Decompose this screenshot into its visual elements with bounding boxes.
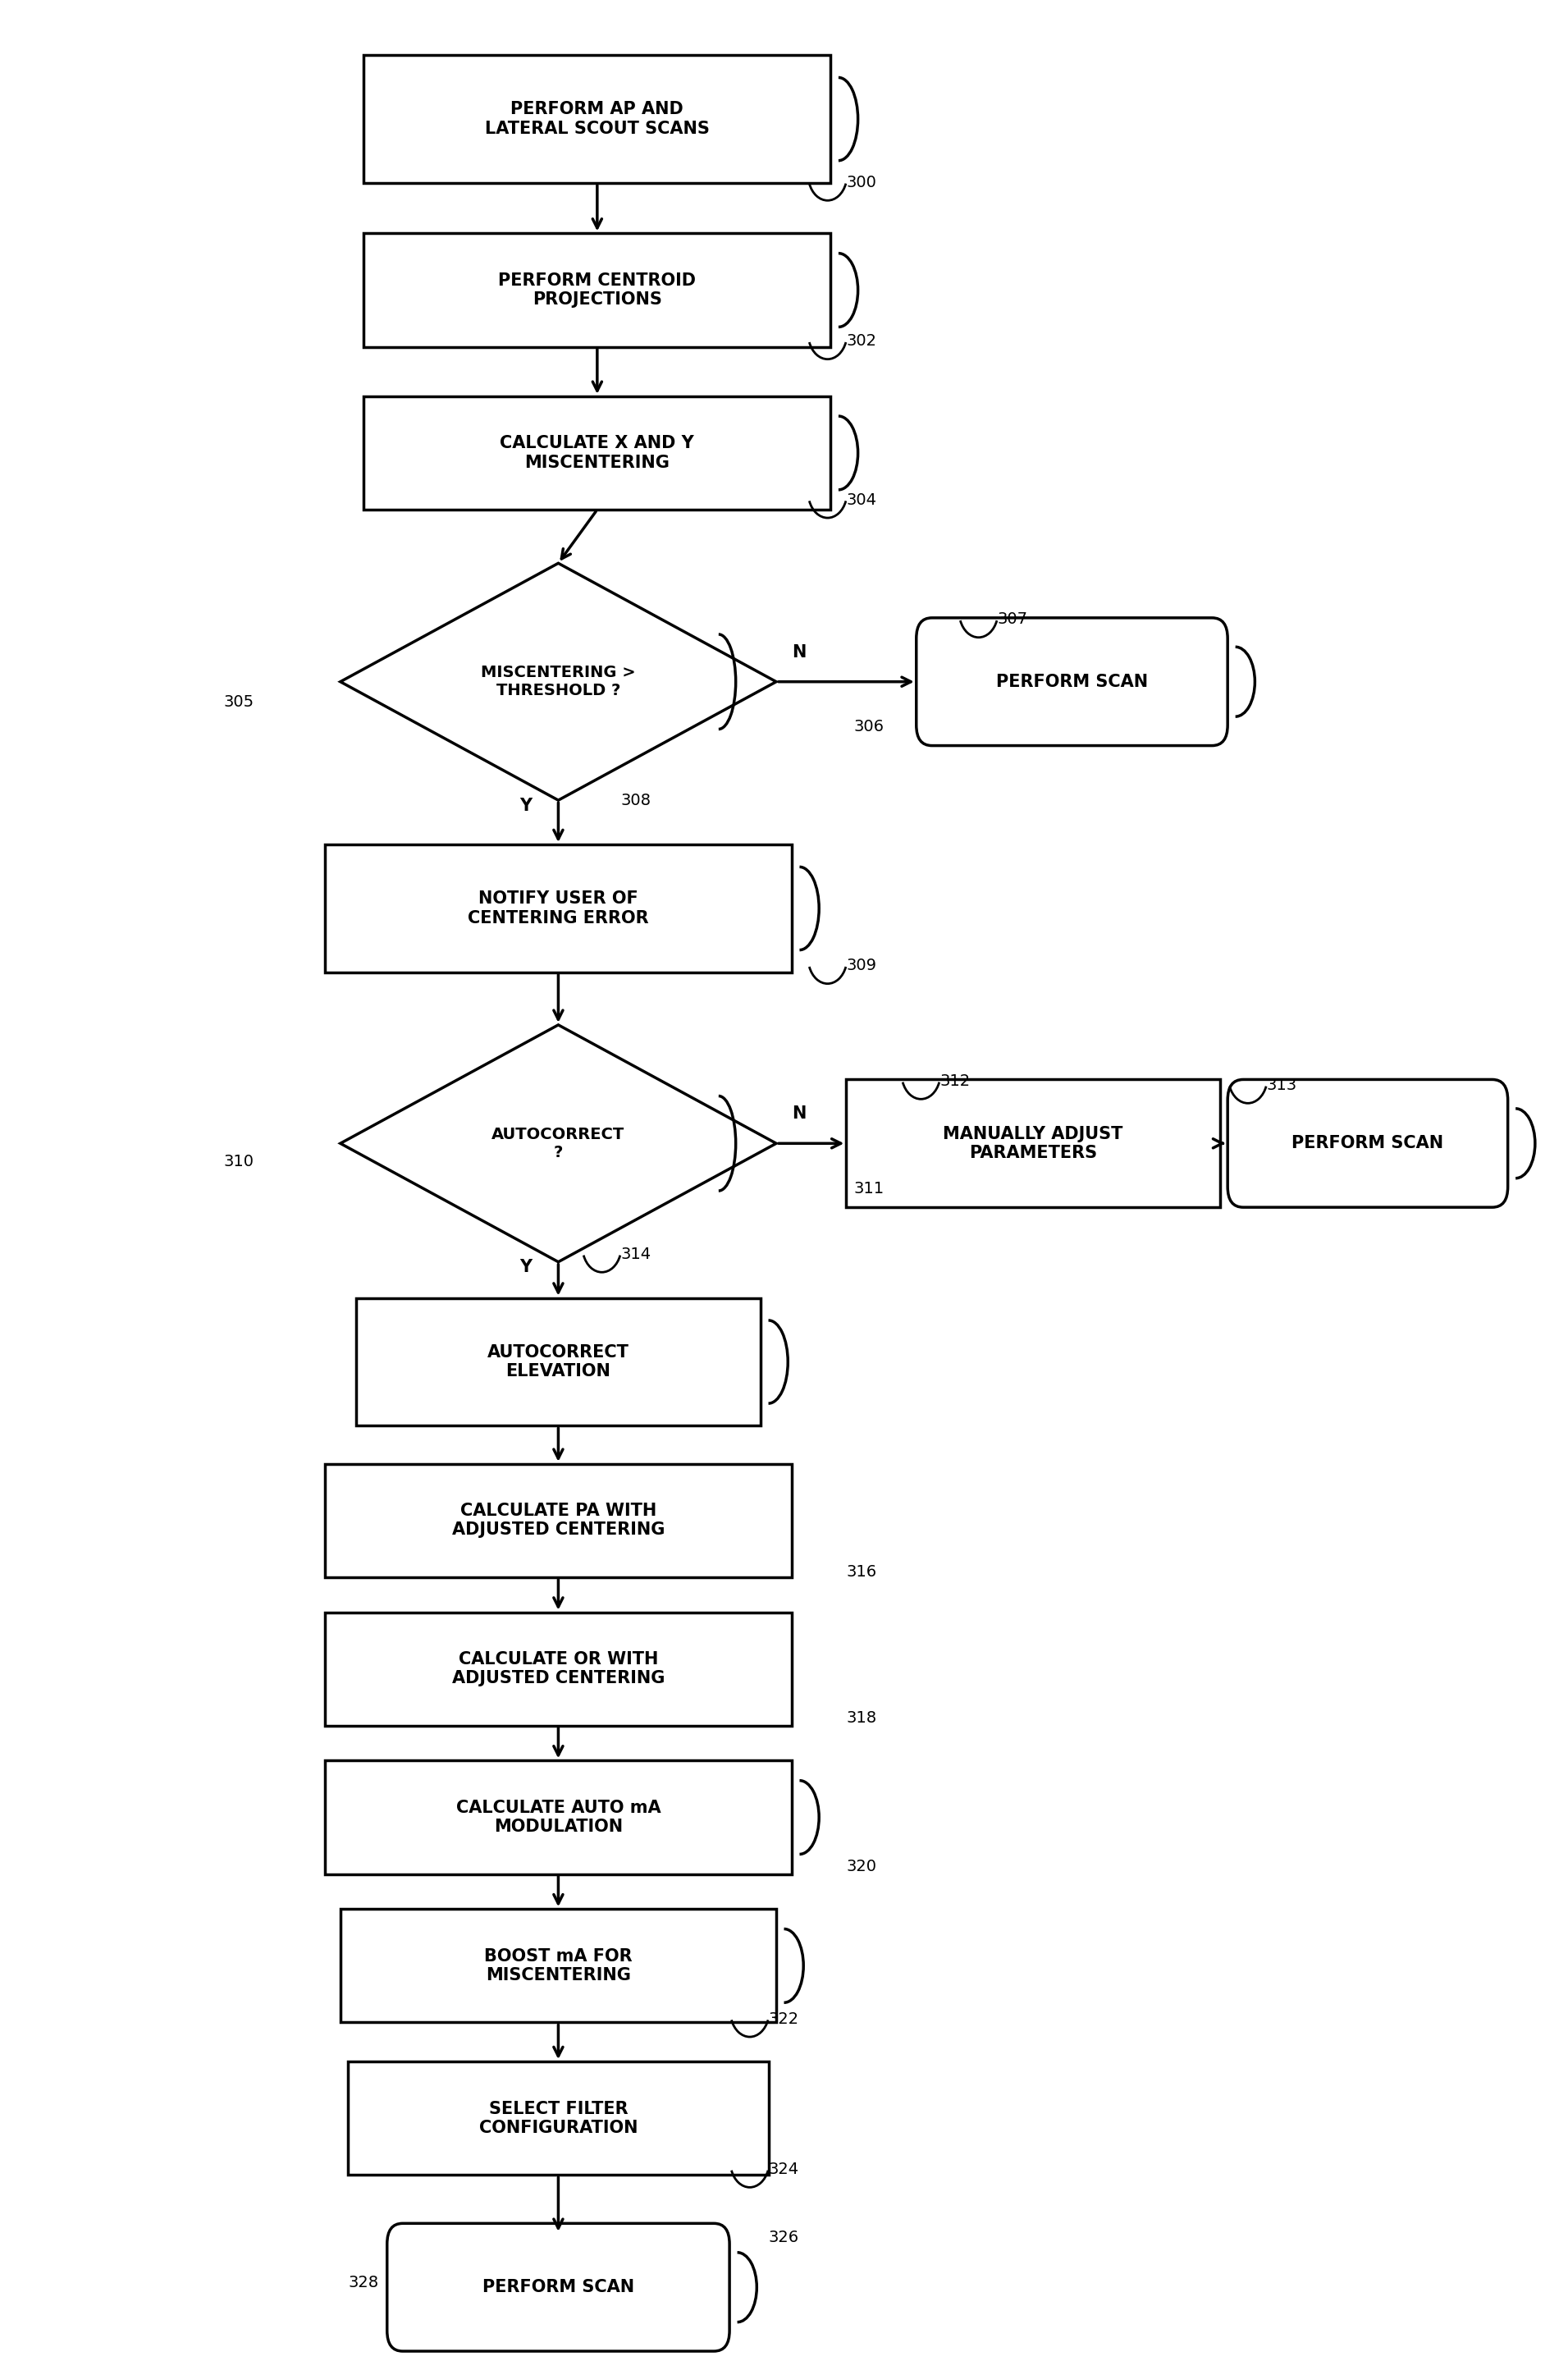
Text: 312: 312 (939, 1074, 971, 1088)
Polygon shape (340, 564, 776, 800)
Text: 310: 310 (224, 1155, 254, 1169)
Text: AUTOCORRECT
?: AUTOCORRECT ? (492, 1126, 626, 1159)
Text: 322: 322 (768, 2012, 798, 2026)
Text: 308: 308 (621, 793, 651, 810)
Text: 324: 324 (768, 2163, 798, 2177)
Text: 316: 316 (847, 1563, 877, 1580)
Text: N: N (792, 1105, 806, 1121)
FancyBboxPatch shape (325, 1464, 792, 1577)
Text: 300: 300 (847, 175, 877, 191)
FancyBboxPatch shape (847, 1079, 1220, 1206)
FancyBboxPatch shape (325, 1613, 792, 1726)
Text: CALCULATE AUTO mA
MODULATION: CALCULATE AUTO mA MODULATION (456, 1799, 660, 1834)
Text: SELECT FILTER
CONFIGURATION: SELECT FILTER CONFIGURATION (478, 2101, 638, 2137)
Text: NOTIFY USER OF
CENTERING ERROR: NOTIFY USER OF CENTERING ERROR (467, 890, 649, 926)
Text: 320: 320 (847, 1858, 877, 1875)
Text: PERFORM SCAN: PERFORM SCAN (483, 2278, 633, 2295)
Text: 305: 305 (224, 694, 254, 711)
FancyBboxPatch shape (364, 234, 831, 347)
FancyBboxPatch shape (387, 2224, 729, 2352)
FancyBboxPatch shape (356, 1299, 760, 1426)
Text: PERFORM SCAN: PERFORM SCAN (996, 673, 1148, 689)
Text: 314: 314 (621, 1247, 651, 1263)
Text: 309: 309 (847, 959, 877, 973)
Text: 302: 302 (847, 333, 877, 349)
Polygon shape (340, 1025, 776, 1261)
FancyBboxPatch shape (348, 2061, 768, 2174)
Text: N: N (792, 645, 806, 661)
Text: CALCULATE PA WITH
ADJUSTED CENTERING: CALCULATE PA WITH ADJUSTED CENTERING (452, 1504, 665, 1539)
Text: Y: Y (519, 1258, 532, 1275)
Text: PERFORM SCAN: PERFORM SCAN (1292, 1136, 1444, 1152)
Text: 311: 311 (855, 1180, 884, 1197)
Text: 326: 326 (768, 2229, 798, 2245)
FancyBboxPatch shape (364, 54, 831, 182)
Text: MANUALLY ADJUST
PARAMETERS: MANUALLY ADJUST PARAMETERS (942, 1126, 1123, 1162)
Text: Y: Y (519, 798, 532, 815)
Text: 306: 306 (855, 718, 884, 734)
FancyBboxPatch shape (325, 845, 792, 973)
FancyBboxPatch shape (1228, 1079, 1508, 1206)
FancyBboxPatch shape (364, 397, 831, 510)
Text: 328: 328 (348, 2276, 378, 2290)
Text: AUTOCORRECT
ELEVATION: AUTOCORRECT ELEVATION (488, 1343, 629, 1379)
Text: PERFORM CENTROID
PROJECTIONS: PERFORM CENTROID PROJECTIONS (499, 272, 696, 307)
FancyBboxPatch shape (340, 1910, 776, 2023)
Text: MISCENTERING >
THRESHOLD ?: MISCENTERING > THRESHOLD ? (481, 666, 635, 699)
Text: 307: 307 (997, 611, 1027, 628)
Text: 318: 318 (847, 1709, 877, 1726)
FancyBboxPatch shape (916, 619, 1228, 746)
Text: 313: 313 (1267, 1077, 1297, 1093)
FancyBboxPatch shape (325, 1761, 792, 1875)
Text: PERFORM AP AND
LATERAL SCOUT SCANS: PERFORM AP AND LATERAL SCOUT SCANS (485, 102, 710, 137)
Text: 304: 304 (847, 491, 877, 508)
Text: CALCULATE OR WITH
ADJUSTED CENTERING: CALCULATE OR WITH ADJUSTED CENTERING (452, 1650, 665, 1686)
Text: BOOST mA FOR
MISCENTERING: BOOST mA FOR MISCENTERING (485, 1948, 632, 1983)
Text: CALCULATE X AND Y
MISCENTERING: CALCULATE X AND Y MISCENTERING (500, 434, 695, 470)
